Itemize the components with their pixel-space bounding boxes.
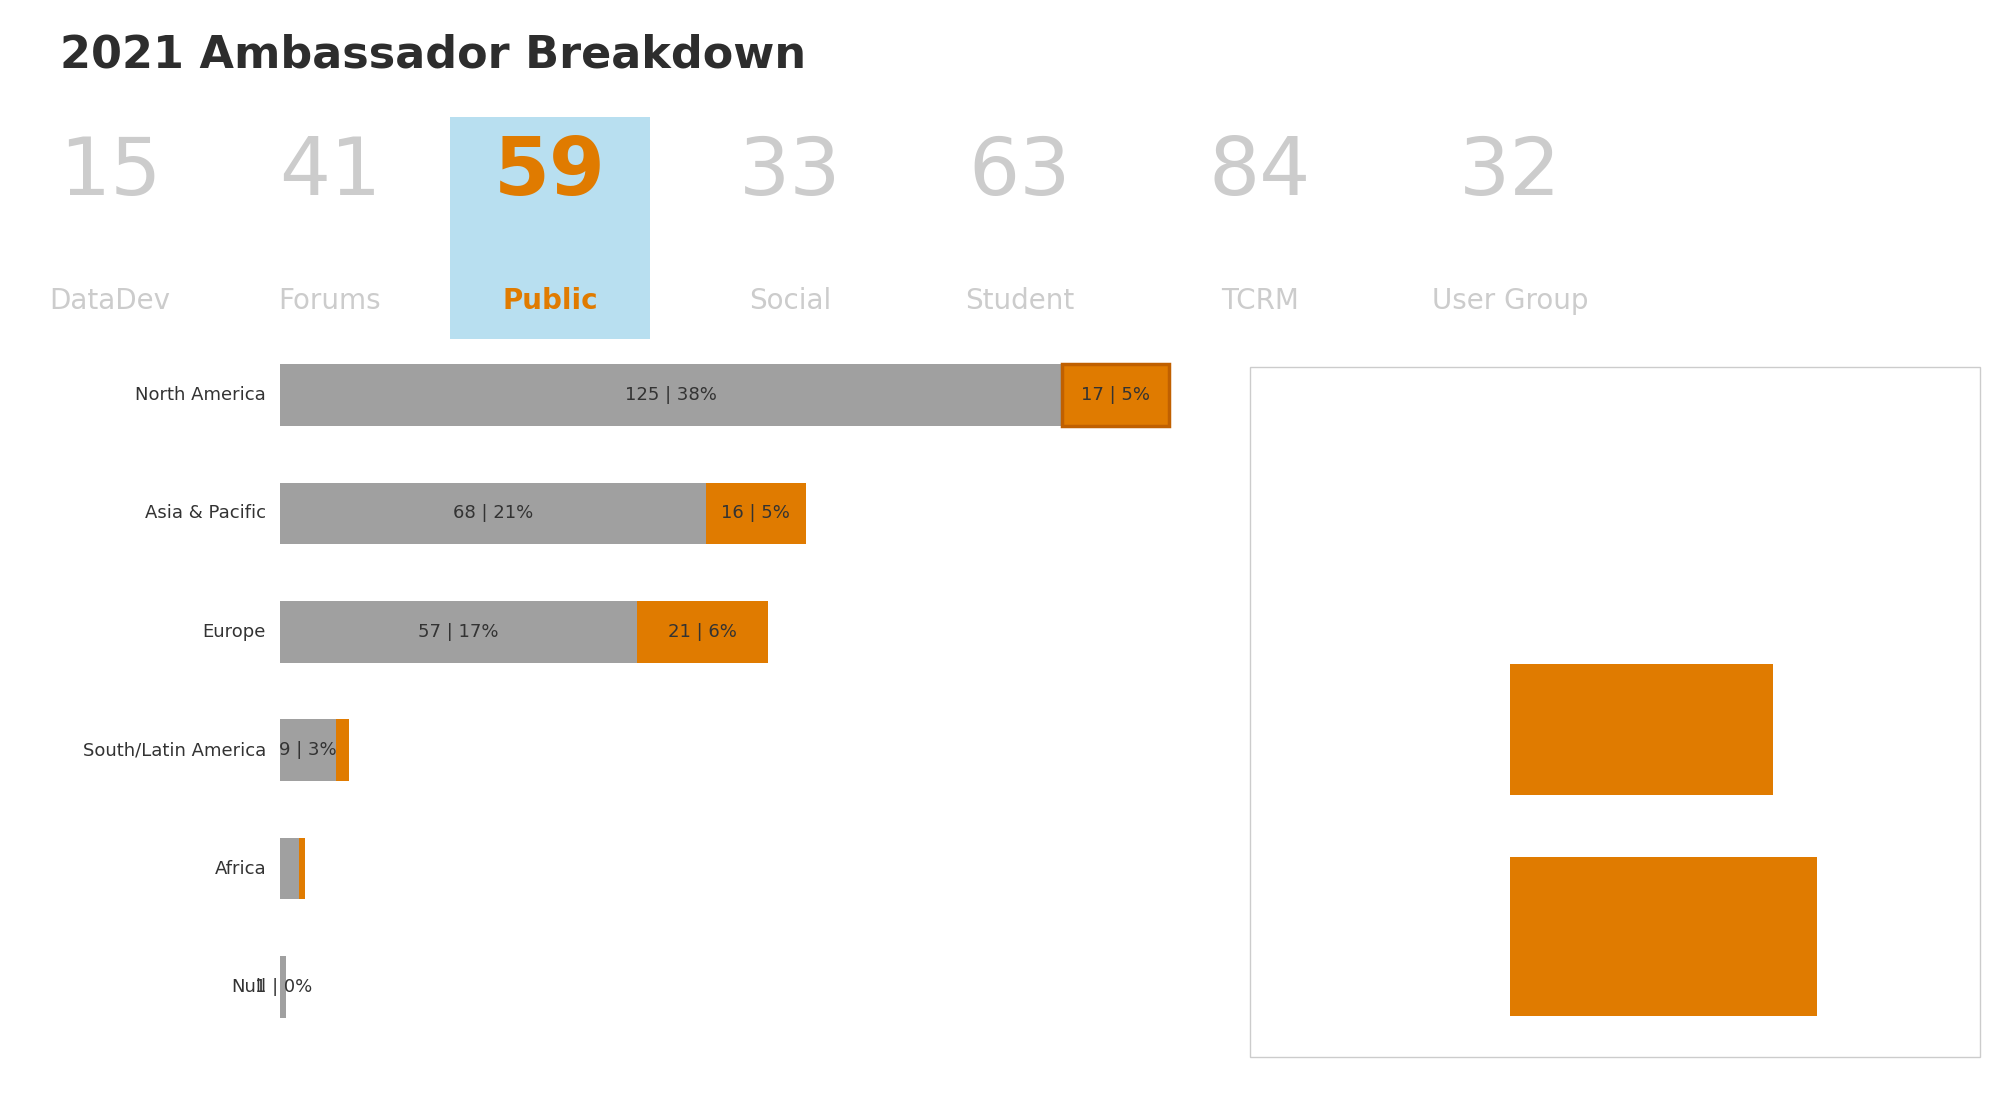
Text: 7 | 5%: 7 | 5% (1792, 720, 1850, 739)
Text: 63: 63 (968, 134, 1072, 211)
Text: DataDev: DataDev (50, 286, 170, 315)
Text: Null: Null (230, 978, 266, 996)
FancyBboxPatch shape (298, 838, 306, 899)
FancyBboxPatch shape (706, 483, 806, 544)
FancyBboxPatch shape (280, 838, 298, 899)
Text: 32: 32 (1458, 134, 1562, 211)
Text: Public: Public (502, 286, 598, 315)
FancyBboxPatch shape (1250, 367, 1980, 1057)
Text: Africa: Africa (214, 859, 266, 878)
FancyBboxPatch shape (450, 117, 650, 339)
Text: 10 | 7%: 10 | 7% (1836, 927, 1906, 946)
Text: 33: 33 (738, 134, 842, 211)
FancyBboxPatch shape (280, 483, 706, 544)
FancyBboxPatch shape (636, 601, 768, 662)
Text: Asia & Pacific: Asia & Pacific (144, 504, 266, 522)
Text: Public: Public (1464, 412, 1526, 430)
Text: New: New (1450, 720, 1490, 739)
Text: 125 | 38%: 125 | 38% (626, 386, 718, 404)
Text: User Group: User Group (1432, 286, 1588, 315)
Text: 17 | 5%: 17 | 5% (1080, 386, 1150, 404)
Text: Returning: Returning (1402, 927, 1490, 946)
FancyBboxPatch shape (280, 364, 1062, 426)
Text: 9 | 3%: 9 | 3% (280, 741, 336, 759)
FancyBboxPatch shape (1510, 857, 1816, 1016)
FancyBboxPatch shape (280, 719, 336, 781)
FancyBboxPatch shape (336, 719, 348, 781)
Text: 57 | 17%: 57 | 17% (418, 623, 498, 641)
FancyBboxPatch shape (280, 956, 286, 1017)
Text: Europe: Europe (202, 623, 266, 641)
Text: Social: Social (748, 286, 832, 315)
Text: Forums: Forums (278, 286, 382, 315)
Text: Region:: Region: (1274, 454, 1342, 472)
Text: 15: 15 (58, 134, 162, 211)
Text: 5%: 5% (1624, 496, 1654, 514)
Text: 84: 84 (1208, 134, 1312, 211)
Text: 41: 41 (278, 134, 382, 211)
Text: South/Latin America: South/Latin America (82, 741, 266, 759)
FancyBboxPatch shape (280, 601, 636, 662)
Text: 59: 59 (494, 134, 606, 211)
Text: 1 | 0%: 1 | 0% (254, 978, 312, 996)
FancyBboxPatch shape (1510, 664, 1772, 795)
Text: 16 | 5%: 16 | 5% (722, 504, 790, 522)
Text: North America: North America (1464, 454, 1610, 472)
Text: % of Total Program:: % of Total Program: (1274, 496, 1450, 514)
Text: Student: Student (966, 286, 1074, 315)
Text: 21 | 6%: 21 | 6% (668, 623, 736, 641)
Text: North America: North America (136, 386, 266, 404)
FancyBboxPatch shape (1062, 364, 1168, 426)
Text: TCRM: TCRM (1222, 286, 1298, 315)
Text: Branch:: Branch: (1274, 412, 1344, 430)
Text: 68 | 21%: 68 | 21% (452, 504, 532, 522)
Text: 2021 Ambassador Breakdown: 2021 Ambassador Breakdown (60, 33, 806, 77)
